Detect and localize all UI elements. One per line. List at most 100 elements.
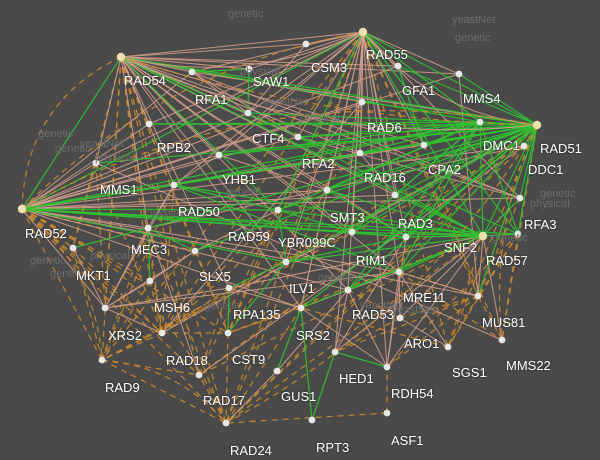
graph-node-rpb2[interactable] <box>145 120 153 128</box>
graph-edge-genetic <box>21 208 200 376</box>
graph-edge-genetic <box>198 287 230 376</box>
graph-node-gus1[interactable] <box>273 367 281 375</box>
graph-edge-genetic <box>21 208 103 361</box>
graph-node-mms1[interactable] <box>92 159 100 167</box>
graph-node-cpa2[interactable] <box>420 141 428 149</box>
graph-edge-coexpression <box>300 235 484 309</box>
graph-edge-coexpression <box>95 124 538 164</box>
graph-edge-coexpression <box>351 124 538 233</box>
graph-node-mms22[interactable] <box>498 336 506 344</box>
graph-node-slx5[interactable] <box>191 247 199 255</box>
graph-edge-coexpression <box>362 31 538 126</box>
graph-node-mus81[interactable] <box>474 292 482 300</box>
graph-edge-physical <box>191 31 364 73</box>
graph-node-xrs2[interactable] <box>101 304 109 312</box>
graph-node-rad52[interactable] <box>17 204 27 214</box>
graph-node-rpa135[interactable] <box>225 284 233 292</box>
graph-node-rfa3[interactable] <box>516 194 524 202</box>
graph-edge-genetic <box>227 31 364 334</box>
graph-node-ctf4[interactable] <box>244 109 252 117</box>
graph-node-hed1[interactable] <box>331 348 339 356</box>
graph-node-mms4[interactable] <box>455 70 463 78</box>
graph-node-rad50[interactable] <box>170 181 178 189</box>
graph-node-rfa1[interactable] <box>188 68 196 76</box>
graph-node-gfa1[interactable] <box>394 62 402 70</box>
graph-edge-physical <box>300 307 388 368</box>
graph-node-rad59[interactable] <box>274 206 282 214</box>
graph-edge-genetic <box>498 124 538 341</box>
graph-node-rad9[interactable] <box>98 356 106 364</box>
graph-node-ddc1[interactable] <box>520 142 528 150</box>
graph-node-ilv1[interactable] <box>282 258 290 266</box>
graph-edge-physical <box>120 56 361 154</box>
graph-node-mre11[interactable] <box>395 268 403 276</box>
graph-edge-genetic <box>120 56 229 334</box>
graph-edge-coexpression <box>285 124 538 263</box>
graph-edge-coexpression <box>148 121 481 125</box>
graph-node-rad6[interactable] <box>358 98 366 106</box>
graph-node-dmc1[interactable] <box>476 118 484 126</box>
graph-node-rpt3[interactable] <box>308 416 316 424</box>
graph-node-csm3[interactable] <box>302 40 310 48</box>
graph-node-mec3[interactable] <box>144 224 152 232</box>
graph-node-cst9[interactable] <box>224 329 232 337</box>
graph-edge-physical <box>120 43 307 58</box>
graph-edge-genetic <box>399 236 407 319</box>
graph-edge-physical <box>398 271 479 297</box>
graph-edge-physical <box>334 235 484 353</box>
graph-node-saw1[interactable] <box>245 65 253 73</box>
graph-node-yhb1[interactable] <box>215 151 223 159</box>
graph-node-rad54[interactable] <box>116 52 126 62</box>
graph-node-asf1[interactable] <box>383 409 391 417</box>
graph-edge-physical <box>120 56 538 131</box>
graph-edge-genetic <box>101 227 149 361</box>
graph-node-rad3[interactable] <box>391 191 399 199</box>
graph-edge-genetic <box>21 208 103 361</box>
graph-node-rad57[interactable] <box>514 230 522 238</box>
graph-edge-physical <box>191 71 299 138</box>
graph-node-rdh54[interactable] <box>383 363 391 371</box>
graph-edge-genetic <box>101 359 227 424</box>
graph-edge-coexpression <box>334 351 388 368</box>
graph-edge-physical <box>285 31 364 263</box>
graph-node-mkt1[interactable] <box>69 244 77 252</box>
graph-edge-coexpression <box>482 197 521 237</box>
graph-node-rad16[interactable] <box>356 149 364 157</box>
graph-node-aro1[interactable] <box>396 314 404 322</box>
graph-node-rad55[interactable] <box>358 27 368 37</box>
graph-node-smt3[interactable] <box>323 186 331 194</box>
graph-edge-physical <box>191 71 249 114</box>
graph-edge-coexpression <box>173 184 400 273</box>
graph-edge-coexpression <box>482 233 519 237</box>
graph-edge-coexpression <box>21 208 484 237</box>
graph-edge-physical <box>362 31 399 67</box>
graph-node-snf2[interactable] <box>478 231 488 241</box>
graph-edge-physical <box>297 31 364 138</box>
graph-edge-genetic <box>399 295 479 319</box>
graph-edge-coexpression <box>120 56 279 211</box>
graph-node-rad53[interactable] <box>344 286 352 294</box>
graph-edge-physical <box>120 56 353 233</box>
graph-edge-coexpression <box>517 124 538 235</box>
graph-node-rad17[interactable] <box>195 371 203 379</box>
graph-edge-physical <box>194 209 279 252</box>
graph-edge-physical <box>149 250 196 282</box>
graph-edge-coexpression <box>120 56 538 126</box>
graph-edge-genetic <box>120 56 151 282</box>
graph-edge-genetic <box>147 227 227 424</box>
graph-node-rad18[interactable] <box>158 329 166 337</box>
graph-node-msh6[interactable] <box>146 277 154 285</box>
graph-edge-coexpression <box>191 68 250 73</box>
graph-node-rfa2[interactable] <box>294 133 302 141</box>
graph-node-rim1[interactable] <box>402 233 410 241</box>
graph-edge-coexpression <box>21 56 122 210</box>
graph-edge-coexpression <box>72 227 149 249</box>
graph-node-rad24[interactable] <box>222 419 230 427</box>
graph-node-rad51[interactable] <box>532 120 542 130</box>
graph-node-srs2[interactable] <box>297 304 305 312</box>
graph-node-ybr099c[interactable] <box>348 228 356 236</box>
graph-edge-physical <box>120 56 230 289</box>
graph-node-sgs1[interactable] <box>444 343 452 351</box>
